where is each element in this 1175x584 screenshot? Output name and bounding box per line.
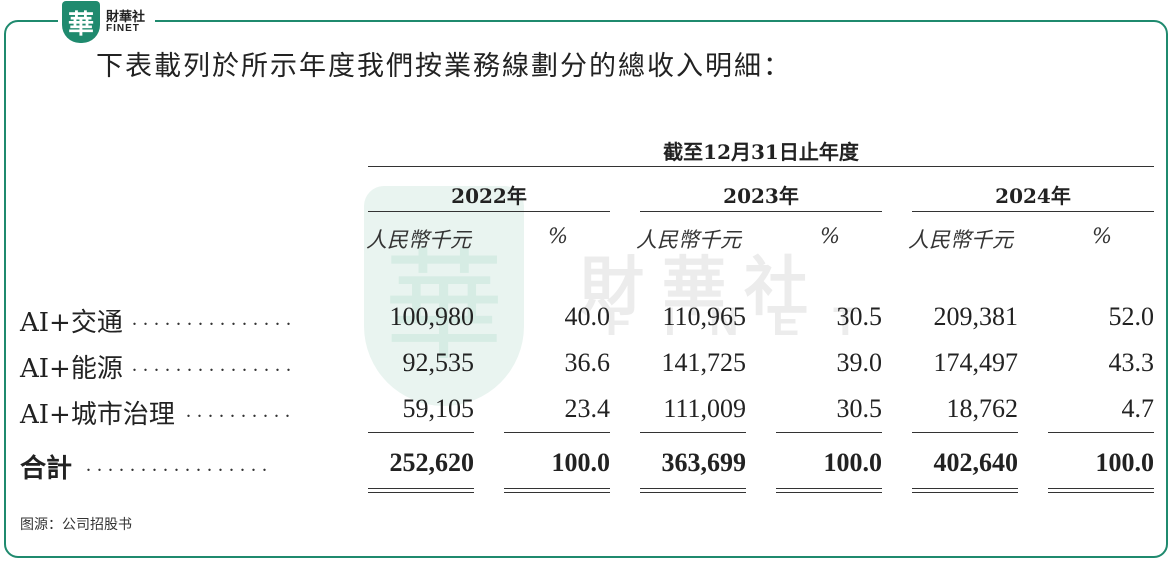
table-cell: 4.7 [1121,394,1155,423]
watermark-en: FINET [606,300,892,344]
subtotal-rule [1048,432,1154,433]
total-double-rule [504,488,610,489]
table-total-cell: 363,699 [661,448,747,477]
unit-pct-2024: % [1092,224,1112,248]
table-total-cell: 252,620 [389,448,475,477]
table-total-cell: 402,640 [933,448,1019,477]
row-dots: ............... [132,308,297,330]
row-dots: .......... [186,400,296,422]
total-double-rule [776,488,882,489]
table-cell: 52.0 [1108,302,1155,331]
row-label-energy: AI+能源 [20,354,123,384]
table-total-cell: 100.0 [823,448,883,477]
unit-amount-2023: 人民幣千元 [636,228,741,252]
unit-amount-2022: 人民幣千元 [366,228,471,252]
total-double-rule [912,488,1018,489]
table-cell: 59,105 [402,394,475,423]
table-cell: 174,497 [933,348,1019,377]
table-total-cell: 100.0 [1095,448,1155,477]
row-dots: ............... [132,354,297,376]
heading: 下表載列於所示年度我們按業務線劃分的總收入明細： [96,51,792,82]
total-double-rule [368,492,474,493]
unit-amount-2024: 人民幣千元 [908,228,1013,252]
table-cell: 39.0 [836,348,883,377]
row-label-total: 合計 [20,454,73,484]
logo-name-cn: 財華社 [106,9,146,25]
year-2022-header: 2022年 [451,184,527,208]
content-frame [4,20,1168,558]
table-cell: 141,725 [661,348,747,377]
watermark-seal: 華 [364,186,524,406]
period-rule [368,166,1154,167]
row-dots: ................. [86,454,273,476]
row-label-traffic: AI+交通 [20,308,123,338]
year-2022-rule [368,211,610,212]
subtotal-rule [368,432,474,433]
year-2024-header: 2024年 [995,184,1071,208]
subtotal-rule [640,432,746,433]
year-2024-rule [912,211,1154,212]
table-cell: 209,381 [933,302,1019,331]
subtotal-rule [504,432,610,433]
year-2023-header: 2023年 [723,184,799,208]
subtotal-rule [912,432,1018,433]
unit-pct-2022: % [548,224,568,248]
total-double-rule [640,492,746,493]
table-cell: 18,762 [946,394,1019,423]
logo-badge-icon: 華 [62,1,100,43]
year-2023-rule [640,211,882,212]
source-caption: 图源：公司招股书 [20,517,132,533]
table-cell: 110,965 [662,302,746,331]
table-cell: 40.0 [564,302,611,331]
table-cell: 43.3 [1108,348,1155,377]
total-double-rule [504,492,610,493]
finet-logo: 華 財華社 FINET [58,0,156,44]
total-double-rule [912,492,1018,493]
table-cell: 100,980 [389,302,475,331]
total-double-rule [640,488,746,489]
total-double-rule [1048,492,1154,493]
table-cell: 36.6 [564,348,611,377]
total-double-rule [368,488,474,489]
table-cell: 30.5 [836,302,883,331]
total-double-rule [1048,488,1154,489]
period-header: 截至12月31日止年度 [663,140,859,164]
unit-pct-2023: % [820,224,840,248]
watermark-cn: 財華社 [580,251,826,325]
row-label-city-governance: AI+城市治理 [20,400,175,430]
table-total-cell: 100.0 [551,448,611,477]
logo-name-en: FINET [106,22,140,34]
table-cell: 111,009 [663,394,746,423]
table-cell: 23.4 [564,394,611,423]
table-cell: 30.5 [836,394,883,423]
total-double-rule [776,492,882,493]
subtotal-rule [776,432,882,433]
table-cell: 92,535 [402,348,475,377]
